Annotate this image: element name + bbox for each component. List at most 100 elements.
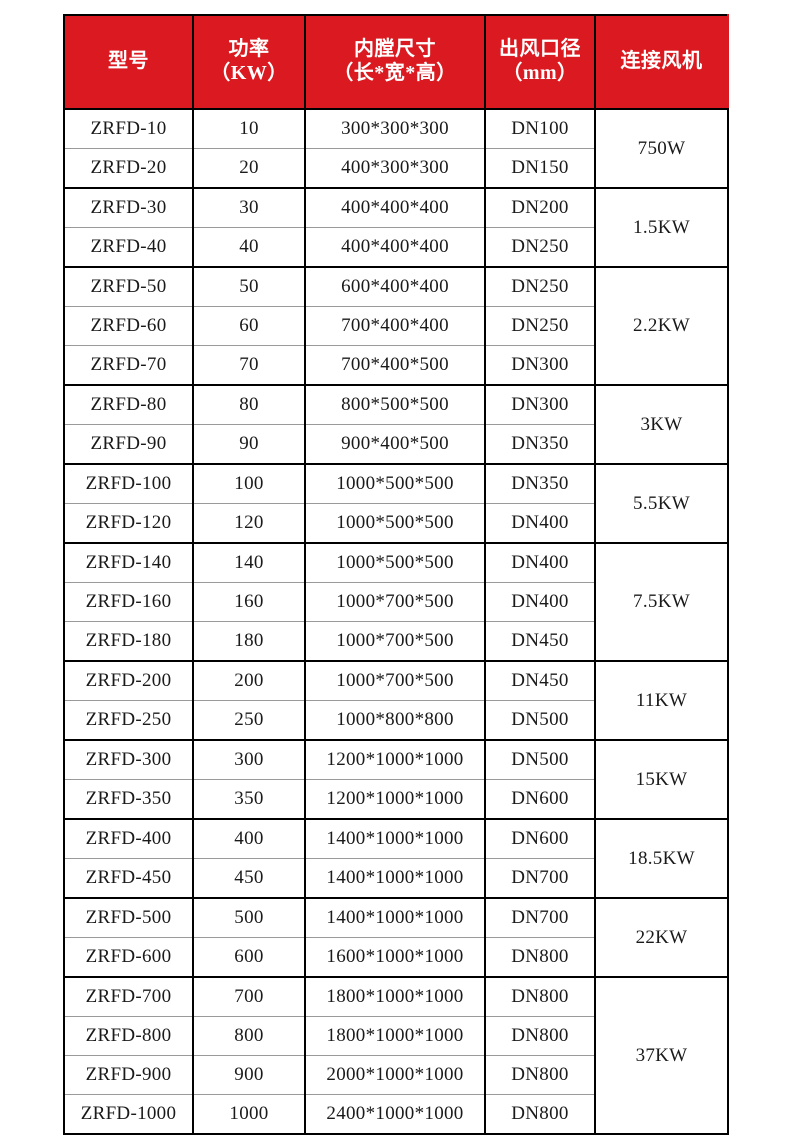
cell-fan-motor: 2.2KW (594, 266, 729, 386)
cell-dimensions: 700*400*500 (304, 345, 486, 386)
cell-power: 80 (192, 384, 306, 425)
column-header-dimensions-line1: 内膛尺寸 (354, 38, 436, 61)
table-row: ZRFD-160 160 1000*700*500 DN400 (63, 582, 728, 622)
cell-fan-motor: 5.5KW (594, 463, 729, 544)
cell-power: 10 (192, 108, 306, 149)
cell-fan-motor: 18.5KW (594, 818, 729, 899)
column-header-outlet-line2: （mm） (502, 62, 578, 84)
cell-dimensions: 900*400*500 (304, 424, 486, 465)
cell-model: ZRFD-60 (63, 306, 194, 346)
cell-fan-motor: 22KW (594, 897, 729, 978)
cell-power: 900 (192, 1055, 306, 1095)
table-body: ZRFD-10 10 300*300*300 DN100 750W ZRFD-20 20 40… (63, 108, 729, 1135)
header-row: 型号 功率 （KW） 内膛尺寸 （长*宽*高） 出风口径 （mm） 连接风机 (63, 14, 729, 110)
cell-dimensions: 1000*700*500 (304, 582, 486, 622)
cell-outlet: DN200 (484, 187, 596, 228)
cell-model: ZRFD-40 (63, 227, 194, 268)
cell-dimensions: 300*300*300 (304, 108, 486, 149)
cell-model: ZRFD-250 (63, 700, 194, 741)
cell-outlet: DN450 (484, 660, 596, 701)
cell-model: ZRFD-90 (63, 424, 194, 465)
cell-dimensions: 400*300*300 (304, 148, 486, 189)
cell-fan-motor: 15KW (594, 739, 729, 820)
cell-dimensions: 1800*1000*1000 (304, 976, 486, 1017)
cell-power: 160 (192, 582, 306, 622)
cell-dimensions: 1600*1000*1000 (304, 937, 486, 978)
cell-model: ZRFD-800 (63, 1016, 194, 1056)
table-row: ZRFD-250 250 1000*800*800 DN500 (63, 700, 728, 741)
table-row: ZRFD-90 90 900*400*500 DN350 (63, 424, 728, 465)
cell-model: ZRFD-400 (63, 818, 194, 859)
cell-outlet: DN700 (484, 897, 596, 938)
cell-power: 600 (192, 937, 306, 978)
cell-model: ZRFD-300 (63, 739, 194, 780)
cell-fan-motor: 750W (594, 108, 729, 189)
cell-model: ZRFD-10 (63, 108, 194, 149)
cell-model: ZRFD-70 (63, 345, 194, 386)
cell-dimensions: 1200*1000*1000 (304, 779, 486, 820)
cell-power: 60 (192, 306, 306, 346)
cell-dimensions: 1800*1000*1000 (304, 1016, 486, 1056)
table-row: ZRFD-100 100 1000*500*500 DN350 5.5KW (63, 463, 729, 544)
cell-outlet: DN800 (484, 976, 596, 1017)
cell-model: ZRFD-700 (63, 976, 194, 1017)
product-spec-table: 型号 功率 （KW） 内膛尺寸 （长*宽*高） 出风口径 （mm） 连接风机 (63, 14, 729, 1135)
cell-fan-motor: 7.5KW (594, 542, 729, 662)
cell-power: 120 (192, 503, 306, 544)
column-header-power: 功率 （KW） (192, 14, 306, 110)
cell-outlet: DN800 (484, 1094, 596, 1135)
cell-fan-motor: 3KW (594, 384, 729, 465)
cell-power: 70 (192, 345, 306, 386)
column-header-fan-line1: 连接风机 (620, 50, 703, 73)
cell-dimensions: 400*400*400 (304, 227, 486, 268)
cell-fan-motor: 11KW (594, 660, 729, 741)
table-row: ZRFD-80 80 800*500*500 DN300 3KW (63, 384, 729, 465)
cell-model: ZRFD-900 (63, 1055, 194, 1095)
cell-power: 50 (192, 266, 306, 307)
table-row: ZRFD-450 450 1400*1000*1000 DN700 (63, 858, 728, 899)
cell-outlet: DN300 (484, 384, 596, 425)
column-header-dimensions: 内膛尺寸 （长*宽*高） (304, 14, 486, 110)
cell-power: 450 (192, 858, 306, 899)
cell-power: 30 (192, 187, 306, 228)
table-row: ZRFD-500 500 1400*1000*1000 DN700 22KW (63, 897, 729, 978)
table-row: ZRFD-140 140 1000*500*500 DN400 7.5KW (63, 542, 729, 662)
cell-power: 40 (192, 227, 306, 268)
cell-power: 90 (192, 424, 306, 465)
cell-model: ZRFD-160 (63, 582, 194, 622)
table-row: ZRFD-900 900 2000*1000*1000 DN800 (63, 1055, 728, 1095)
cell-power: 20 (192, 148, 306, 189)
cell-model: ZRFD-1000 (63, 1094, 194, 1135)
cell-outlet: DN400 (484, 503, 596, 544)
table-row: ZRFD-800 800 1800*1000*1000 DN800 (63, 1016, 728, 1056)
cell-power: 700 (192, 976, 306, 1017)
cell-power: 200 (192, 660, 306, 701)
cell-power: 140 (192, 542, 306, 583)
cell-outlet: DN250 (484, 227, 596, 268)
cell-model: ZRFD-600 (63, 937, 194, 978)
table-row: ZRFD-300 300 1200*1000*1000 DN500 15KW (63, 739, 729, 820)
table-row: ZRFD-350 350 1200*1000*1000 DN600 (63, 779, 728, 820)
column-header-model-line1: 型号 (108, 50, 149, 73)
table-row: ZRFD-200 200 1000*700*500 DN450 11KW (63, 660, 729, 741)
cell-outlet: DN800 (484, 1016, 596, 1056)
cell-outlet: DN700 (484, 858, 596, 899)
cell-power: 1000 (192, 1094, 306, 1135)
cell-power: 800 (192, 1016, 306, 1056)
cell-dimensions: 1000*500*500 (304, 542, 486, 583)
cell-outlet: DN600 (484, 779, 596, 820)
cell-outlet: DN400 (484, 582, 596, 622)
table-row: ZRFD-40 40 400*400*400 DN250 (63, 227, 728, 268)
column-header-dimensions-line2: （长*宽*高） (333, 62, 457, 84)
cell-power: 250 (192, 700, 306, 741)
cell-outlet: DN450 (484, 621, 596, 662)
cell-outlet: DN500 (484, 739, 596, 780)
cell-outlet: DN500 (484, 700, 596, 741)
cell-model: ZRFD-500 (63, 897, 194, 938)
cell-outlet: DN100 (484, 108, 596, 149)
cell-outlet: DN800 (484, 1055, 596, 1095)
table-row: ZRFD-50 50 600*400*400 DN250 2.2KW (63, 266, 729, 386)
cell-dimensions: 400*400*400 (304, 187, 486, 228)
cell-power: 500 (192, 897, 306, 938)
cell-outlet: DN250 (484, 306, 596, 346)
